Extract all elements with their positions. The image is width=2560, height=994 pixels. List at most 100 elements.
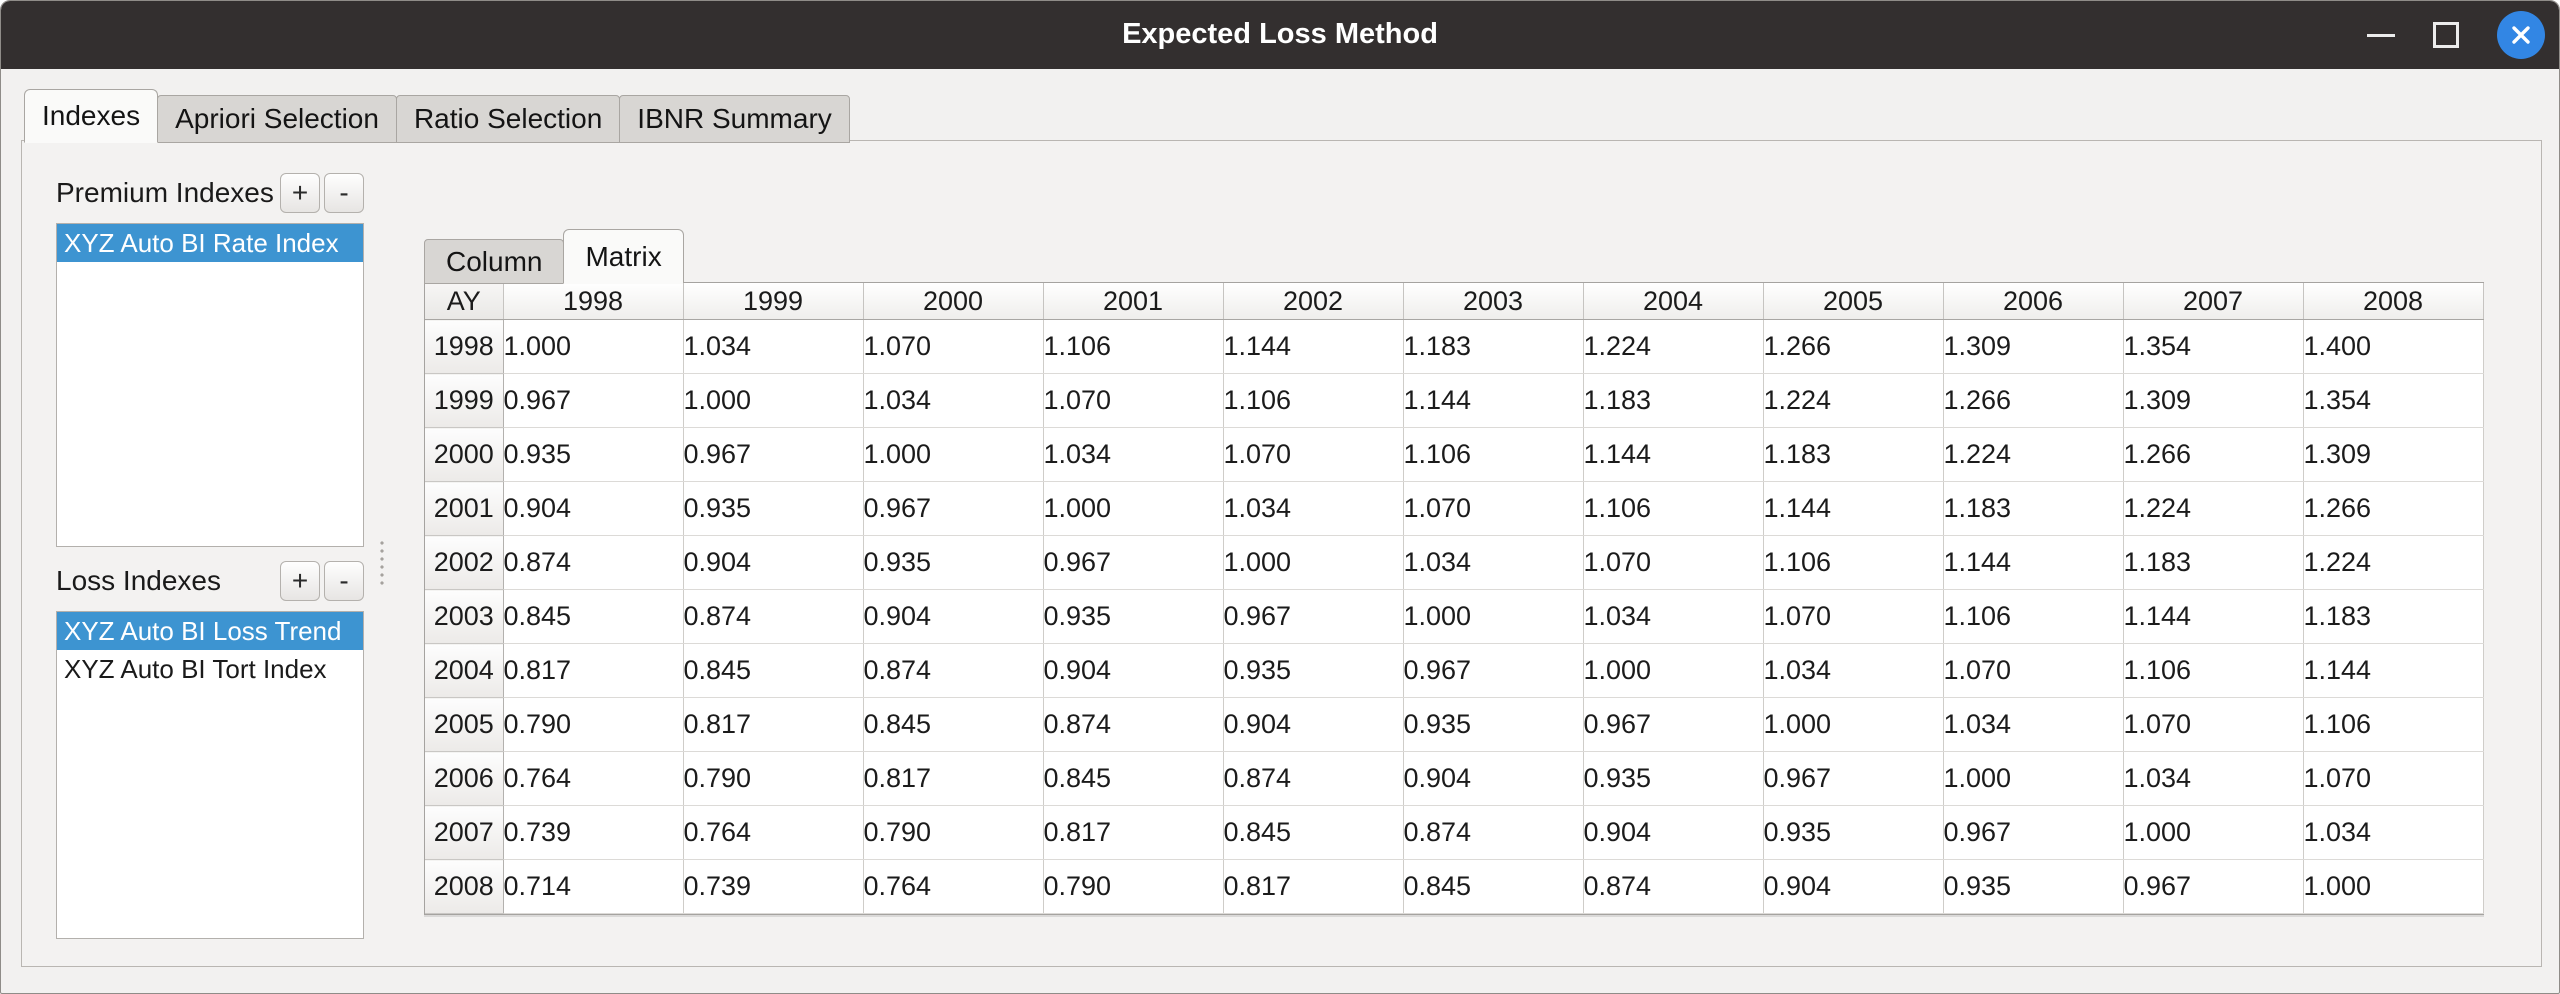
view-tab-matrix[interactable]: Matrix [563,229,684,284]
matrix-cell[interactable]: 1.183 [2123,535,2304,590]
matrix-cell[interactable]: 1.000 [1403,589,1584,644]
matrix-cell[interactable]: 0.904 [1223,697,1404,752]
matrix-cell[interactable]: 1.070 [1043,373,1224,428]
matrix-cell[interactable]: 0.935 [1583,751,1764,806]
premium-remove-button[interactable]: - [324,173,364,213]
matrix-row-header[interactable]: 1998 [425,319,504,374]
matrix-cell[interactable]: 1.034 [1583,589,1764,644]
matrix-cell[interactable]: 1.106 [1223,373,1404,428]
matrix-cell[interactable]: 1.034 [2123,751,2304,806]
matrix-column-header[interactable]: 2006 [1943,283,2124,320]
matrix-cell[interactable]: 1.309 [2303,427,2484,482]
matrix-cell[interactable]: 0.967 [863,481,1044,536]
paned-handle[interactable] [380,539,384,587]
matrix-cell[interactable]: 1.000 [503,319,684,374]
matrix-row-header[interactable]: 2007 [425,805,504,860]
matrix-cell[interactable]: 0.874 [503,535,684,590]
minimize-button[interactable] [2367,33,2395,37]
matrix-cell[interactable]: 0.967 [1763,751,1944,806]
loss-index-list-item[interactable]: XYZ Auto BI Loss Trend [57,612,363,650]
matrix-cell[interactable]: 1.266 [1763,319,1944,374]
matrix-cell[interactable]: 0.935 [683,481,864,536]
matrix-cell[interactable]: 1.034 [683,319,864,374]
matrix-cell[interactable]: 0.817 [863,751,1044,806]
matrix-cell[interactable]: 0.967 [1043,535,1224,590]
matrix-cell[interactable]: 0.904 [1763,859,1944,914]
matrix-cell[interactable]: 1.224 [1943,427,2124,482]
matrix-cell[interactable]: 0.845 [863,697,1044,752]
matrix-cell[interactable]: 1.070 [1763,589,1944,644]
matrix-cell[interactable]: 1.070 [863,319,1044,374]
matrix-cell[interactable]: 0.904 [503,481,684,536]
matrix-column-header[interactable]: 2004 [1583,283,1764,320]
matrix-column-header[interactable]: 1999 [683,283,864,320]
matrix-cell[interactable]: 0.904 [683,535,864,590]
premium-index-list-item[interactable]: XYZ Auto BI Rate Index [57,224,363,262]
matrix-cell[interactable]: 0.874 [1583,859,1764,914]
tab-ibnr-summary[interactable]: IBNR Summary [619,95,850,143]
matrix-cell[interactable]: 1.400 [2303,319,2484,374]
matrix-cell[interactable]: 1.106 [1403,427,1584,482]
matrix-cell[interactable]: 1.183 [1583,373,1764,428]
loss-remove-button[interactable]: - [324,561,364,601]
matrix-cell[interactable]: 0.874 [1043,697,1224,752]
matrix-cell[interactable]: 0.967 [683,427,864,482]
matrix-row-header[interactable]: 2003 [425,589,504,644]
matrix-cell[interactable]: 1.183 [1763,427,1944,482]
matrix-cell[interactable]: 0.874 [1223,751,1404,806]
matrix-cell[interactable]: 1.070 [1403,481,1584,536]
matrix-cell[interactable]: 1.309 [1943,319,2124,374]
matrix-cell[interactable]: 1.034 [2303,805,2484,860]
matrix-cell[interactable]: 0.764 [683,805,864,860]
matrix-row-header[interactable]: 1999 [425,373,504,428]
matrix-cell[interactable]: 0.874 [863,643,1044,698]
matrix-cell[interactable]: 0.935 [1403,697,1584,752]
matrix-cell[interactable]: 0.790 [683,751,864,806]
view-tab-column[interactable]: Column [424,239,565,284]
matrix-row-header[interactable]: 2000 [425,427,504,482]
matrix-cell[interactable]: 0.817 [503,643,684,698]
matrix-cell[interactable]: 0.714 [503,859,684,914]
matrix-column-header[interactable]: 2001 [1043,283,1224,320]
matrix-row-header[interactable]: 2006 [425,751,504,806]
matrix-cell[interactable]: 1.070 [1583,535,1764,590]
matrix-cell[interactable]: 1.000 [863,427,1044,482]
matrix-cell[interactable]: 0.967 [503,373,684,428]
matrix-cell[interactable]: 1.266 [2123,427,2304,482]
matrix-cell[interactable]: 0.967 [1403,643,1584,698]
matrix-cell[interactable]: 0.904 [1043,643,1224,698]
matrix-cell[interactable]: 1.224 [2123,481,2304,536]
matrix-cell[interactable]: 1.266 [2303,481,2484,536]
matrix-cell[interactable]: 1.183 [1403,319,1584,374]
premium-add-button[interactable]: + [280,173,320,213]
matrix-cell[interactable]: 0.817 [683,697,864,752]
matrix-cell[interactable]: 0.874 [1403,805,1584,860]
matrix-cell[interactable]: 0.845 [683,643,864,698]
matrix-cell[interactable]: 1.144 [1583,427,1764,482]
maximize-button[interactable] [2433,22,2459,48]
matrix-column-header[interactable]: 2008 [2303,283,2484,320]
matrix-column-header[interactable]: 2003 [1403,283,1584,320]
matrix-cell[interactable]: 0.790 [503,697,684,752]
matrix-cell[interactable]: 0.874 [683,589,864,644]
matrix-cell[interactable]: 0.845 [1403,859,1584,914]
matrix-cell[interactable]: 0.790 [863,805,1044,860]
matrix-row-header[interactable]: 2008 [425,859,504,914]
matrix-column-header[interactable]: 2002 [1223,283,1404,320]
matrix-cell[interactable]: 0.764 [863,859,1044,914]
matrix-cell[interactable]: 0.967 [1583,697,1764,752]
matrix-cell[interactable]: 0.845 [1223,805,1404,860]
matrix-cell[interactable]: 0.845 [1043,751,1224,806]
matrix-cell[interactable]: 1.266 [1943,373,2124,428]
matrix-cell[interactable]: 0.967 [1943,805,2124,860]
matrix-cell[interactable]: 1.070 [2303,751,2484,806]
matrix-cell[interactable]: 1.224 [1763,373,1944,428]
matrix-cell[interactable]: 1.106 [2303,697,2484,752]
tab-indexes[interactable]: Indexes [24,89,159,143]
matrix-cell[interactable]: 1.070 [2123,697,2304,752]
matrix-column-header[interactable]: 1998 [503,283,684,320]
matrix-cell[interactable]: 1.070 [1223,427,1404,482]
matrix-cell[interactable]: 0.904 [1583,805,1764,860]
matrix-cell[interactable]: 0.935 [1223,643,1404,698]
matrix-column-header[interactable]: 2007 [2123,283,2304,320]
